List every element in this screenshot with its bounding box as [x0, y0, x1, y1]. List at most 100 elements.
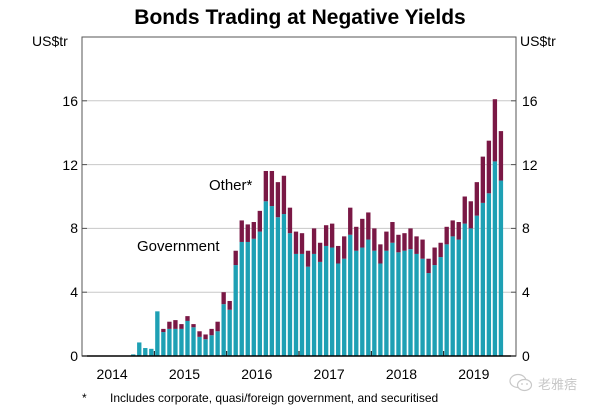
bar-government [329, 247, 335, 356]
bar-other [468, 201, 473, 229]
bar-other [179, 324, 184, 329]
bar-government [155, 311, 160, 356]
x-tick-label: 2015 [168, 366, 201, 382]
bar-government [456, 239, 461, 356]
bar-government [498, 180, 504, 356]
bar-government [348, 234, 353, 356]
bar-other [305, 250, 311, 267]
bar-government [299, 253, 305, 356]
bar-government [131, 354, 136, 356]
bar-government [372, 250, 377, 356]
x-tick-label: 2017 [313, 366, 345, 382]
x-tick-label: 2016 [241, 366, 273, 382]
bar-other [426, 258, 431, 274]
bar-other [233, 250, 238, 266]
bar-government [390, 242, 395, 356]
bar-government [420, 258, 425, 356]
bar-government [143, 348, 148, 356]
bar-government [185, 320, 190, 356]
bar-government [311, 253, 317, 356]
bar-government [137, 342, 142, 356]
bar-government [396, 252, 401, 356]
bar-government [233, 265, 238, 356]
bar-government [426, 273, 431, 356]
y-tick-label-right: 8 [522, 220, 530, 237]
bar-other [342, 236, 347, 259]
bar-government [161, 332, 166, 356]
bar-other [354, 226, 359, 251]
bar-other [329, 223, 335, 248]
footnote-text: Includes corporate, quasi/foreign govern… [110, 391, 439, 405]
bar-other [323, 225, 329, 246]
bar-other [348, 207, 353, 235]
bar-other [293, 231, 299, 254]
bar-other [251, 222, 256, 239]
wechat-icon [509, 373, 533, 392]
bar-other [360, 218, 365, 248]
bar-government [251, 238, 256, 356]
bar-other [209, 328, 214, 336]
bar-government [450, 236, 455, 356]
bar-government [149, 348, 154, 356]
bar-other [239, 220, 244, 242]
bar-government [203, 339, 208, 356]
y-axis-unit-right: US$tr [520, 33, 556, 49]
bar-other [444, 226, 449, 245]
bar-government [414, 253, 419, 356]
bar-other [221, 292, 226, 305]
bar-other [173, 320, 178, 329]
bar-other [492, 99, 498, 162]
bar-other [474, 182, 479, 216]
bar-other [432, 247, 437, 266]
bar-other [486, 140, 492, 194]
bar-other [498, 131, 504, 181]
bar-government [336, 263, 341, 356]
bar-government [257, 231, 262, 356]
bar-other [245, 224, 250, 242]
bar-government [173, 328, 178, 356]
bar-other [227, 300, 232, 310]
bar-government [263, 201, 269, 356]
bar-government [197, 336, 202, 356]
bar-other [366, 212, 371, 240]
bar-government [474, 215, 479, 356]
y-tick-label-left: 0 [70, 348, 78, 364]
bar-government [275, 217, 281, 356]
bar-other [390, 222, 395, 243]
bar-other [408, 228, 413, 250]
bar-other [281, 175, 287, 215]
bar-other [275, 182, 281, 218]
bar-other [420, 239, 425, 259]
watermark-text: 老雅痞 [538, 376, 578, 392]
bar-government [281, 214, 287, 356]
series-label-other: Other* [209, 177, 253, 194]
bar-government [305, 266, 311, 356]
bar-other [263, 170, 269, 202]
bar-other [414, 236, 419, 254]
bar-other [438, 242, 443, 258]
bar-government [432, 265, 437, 356]
bar-government [179, 328, 184, 356]
bar-other [299, 233, 305, 254]
bar-government [191, 327, 196, 356]
bar-other [203, 334, 208, 340]
bar-government [492, 161, 498, 356]
chart-title: Bonds Trading at Negative Yields [134, 6, 466, 29]
bar-government [227, 309, 232, 356]
bar-other [191, 324, 196, 328]
y-tick-label-left: 12 [62, 156, 78, 173]
bar-government [438, 257, 443, 356]
bar-other [384, 231, 389, 251]
y-tick-label-left: 4 [70, 284, 78, 301]
bar-other [396, 234, 401, 253]
y-tick-label-right: 0 [522, 348, 530, 364]
y-tick-label-left: 8 [70, 220, 78, 237]
bar-government [360, 247, 365, 356]
series-label-government: Government [137, 238, 220, 255]
bar-other [167, 321, 172, 329]
bar-government [462, 223, 467, 356]
bar-government [167, 328, 172, 356]
bar-government [245, 241, 250, 356]
bar-government [384, 250, 389, 356]
bar-government [366, 239, 371, 356]
